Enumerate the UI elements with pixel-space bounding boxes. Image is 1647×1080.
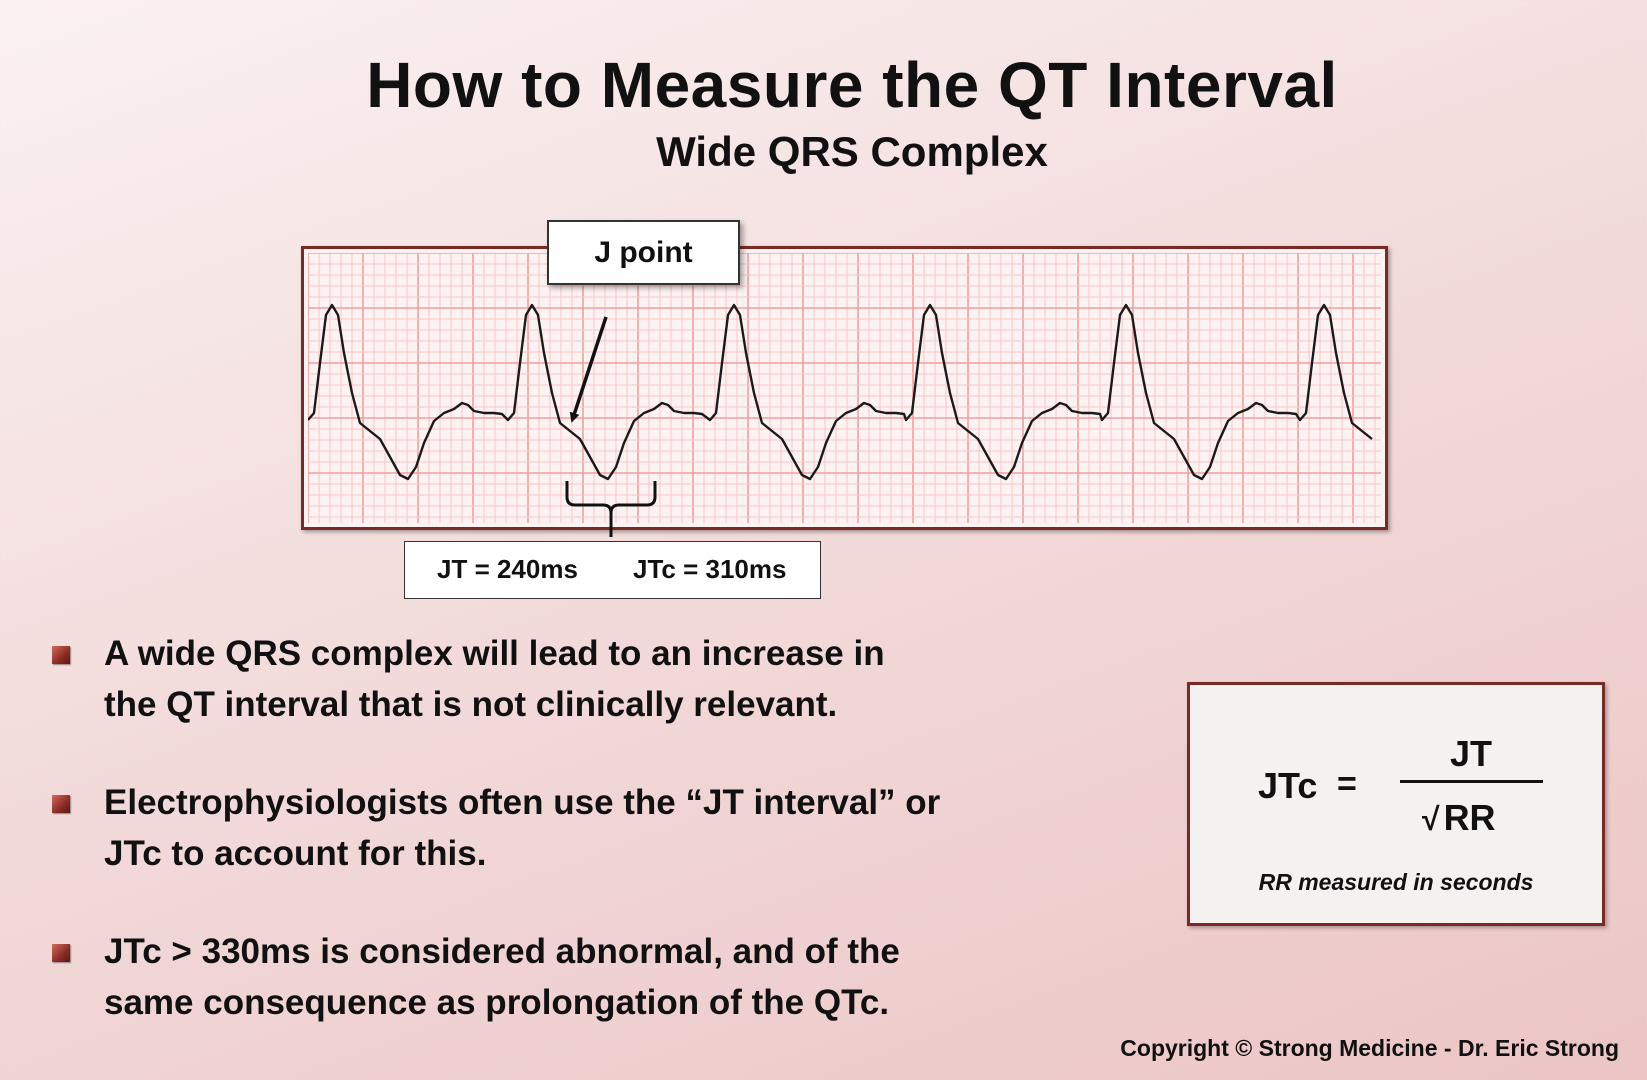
ecg-strip-graphic (308, 253, 1381, 523)
slide-title: How to Measure the QT Interval (366, 49, 1338, 121)
jtc-value: JTc = 310ms (633, 554, 787, 584)
bullet-square-icon (52, 944, 70, 962)
fraction-bar (1400, 780, 1543, 783)
bullet-item: JTc > 330ms is considered abnormal, and … (52, 926, 1012, 1028)
j-point-callout: J point (547, 220, 740, 285)
bullet-list: A wide QRS complex will lead to an incre… (52, 628, 1012, 1075)
bullet-line: the QT interval that is not clinically r… (104, 685, 838, 724)
ecg-trace (308, 303, 1373, 481)
bullet-square-icon (52, 795, 70, 813)
formula-lhs: JTc (1258, 765, 1318, 806)
slide-subtitle: Wide QRS Complex (656, 128, 1048, 175)
ecg-grid (308, 253, 1381, 523)
copyright-notice: Copyright © Strong Medicine - Dr. Eric S… (1120, 1035, 1619, 1061)
bullet-square-icon (52, 646, 70, 664)
bullet-item: Electrophysiologists often use the “JT i… (52, 777, 1012, 879)
bullet-line: Electrophysiologists often use the “JT i… (104, 783, 941, 822)
formula-denominator-text: RR (1443, 797, 1496, 838)
formula-denominator: √ RR (1422, 797, 1496, 839)
square-root-icon: √ (1422, 801, 1440, 837)
formula-equals: = (1337, 765, 1357, 803)
jt-value: JT = 240ms (437, 554, 578, 584)
ecg-strip (301, 246, 1388, 530)
bullet-line: same consequence as prolongation of the … (104, 983, 890, 1022)
bullet-item: A wide QRS complex will lead to an incre… (52, 628, 1012, 730)
formula-note: RR measured in seconds (1258, 869, 1534, 895)
jtc-formula-box: JTc = JT √ RR RR measured in seconds (1187, 682, 1605, 926)
bullet-line: A wide QRS complex will lead to an incre… (104, 634, 885, 673)
bullet-line: JTc to account for this. (104, 834, 487, 873)
jt-values-box: JT = 240ms JTc = 310ms (404, 541, 821, 599)
formula-numerator: JT (1450, 733, 1493, 774)
bullet-line: JTc > 330ms is considered abnormal, and … (104, 932, 900, 971)
